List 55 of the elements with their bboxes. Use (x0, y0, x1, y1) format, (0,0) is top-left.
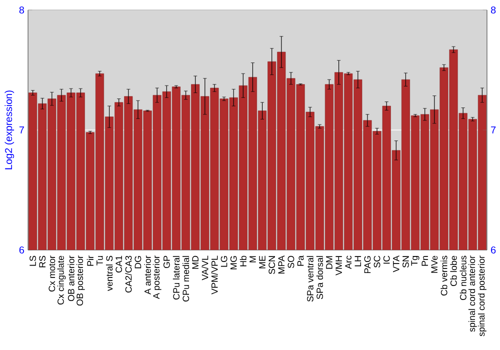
y-tick-label: 6 (19, 246, 24, 254)
x-tick-label: PAG (364, 256, 371, 274)
x-tick-label: MG (230, 256, 237, 270)
x-tick-label: A anterior (144, 256, 151, 294)
x-tick-label: SN (402, 256, 409, 268)
x-tick-label: Pir (86, 256, 94, 266)
x-tick-label: CA2/CA3 (125, 256, 132, 293)
x-tick-label: spinal cord anterior (468, 256, 477, 332)
x-tick-label: ventral S (106, 256, 113, 291)
x-tick-label: OB posterior (76, 256, 85, 306)
x-tick-label: Cb nucleus (460, 256, 466, 300)
x-tick-label: CPu medial (182, 256, 190, 302)
x-tick-label: Arc (345, 256, 352, 269)
x-tick-label: VMH (336, 256, 342, 276)
x-tick-label: M (250, 256, 256, 262)
x-tick-label: SO (288, 256, 294, 268)
x-tick-label: VPM/VPL (211, 256, 218, 294)
x-tick-label: MD (192, 256, 198, 269)
x-tick-label: SC (374, 256, 380, 268)
x-tick-label: Tg (411, 256, 420, 266)
x-tick-label: spinal cord posterior (478, 256, 486, 336)
x-tick-label: DM (326, 256, 332, 269)
y-tick-label: 7 (19, 126, 24, 134)
x-tick-label: CA1 (116, 256, 122, 273)
x-tick-label: SPa ventral (306, 256, 314, 302)
x-tick-label: GP (163, 256, 170, 268)
x-tick-label: A posterior (152, 256, 162, 299)
x-tick-label: LH (354, 256, 361, 266)
x-tick-label: LS (30, 256, 36, 266)
x-tick-label: IC (383, 256, 390, 264)
y-axis-title: Log2 (expression) (4, 90, 14, 170)
x-tick-label: Cx cingulate (57, 256, 66, 305)
y-tick-label: 8 (19, 6, 24, 14)
x-tick-label: Tu (96, 256, 103, 266)
x-tick-label: VA/VL (202, 256, 208, 280)
y2-tick-label: 7 (491, 126, 496, 134)
x-tick-label: DG (134, 256, 142, 268)
x-tick-label: SCN (268, 256, 276, 274)
x-tick-label: CPu lateral (172, 256, 180, 300)
x-tick-label: MPA (278, 255, 284, 274)
x-tick-label: MVe (431, 256, 438, 273)
x-tick-label: ME (259, 256, 266, 268)
x-tick-label: Cb lobe (450, 256, 457, 286)
y2-tick-label: 6 (491, 246, 496, 254)
x-tick-label: Cx motor (48, 256, 56, 292)
x-tick-label: RS (39, 256, 46, 268)
y2-tick-label: 8 (490, 6, 496, 14)
x-tick-label: SPa dorsal (316, 256, 323, 300)
x-tick-label: OB anterior (68, 256, 74, 302)
x-tick-label: Pn (422, 256, 428, 266)
x-tick-label: VTA (393, 255, 400, 272)
x-tick-label: LG (220, 256, 228, 267)
x-tick-label: Pa (297, 255, 304, 266)
x-tick-label: Cb vermis (440, 256, 448, 296)
x-tick-label: Hb (240, 256, 246, 266)
